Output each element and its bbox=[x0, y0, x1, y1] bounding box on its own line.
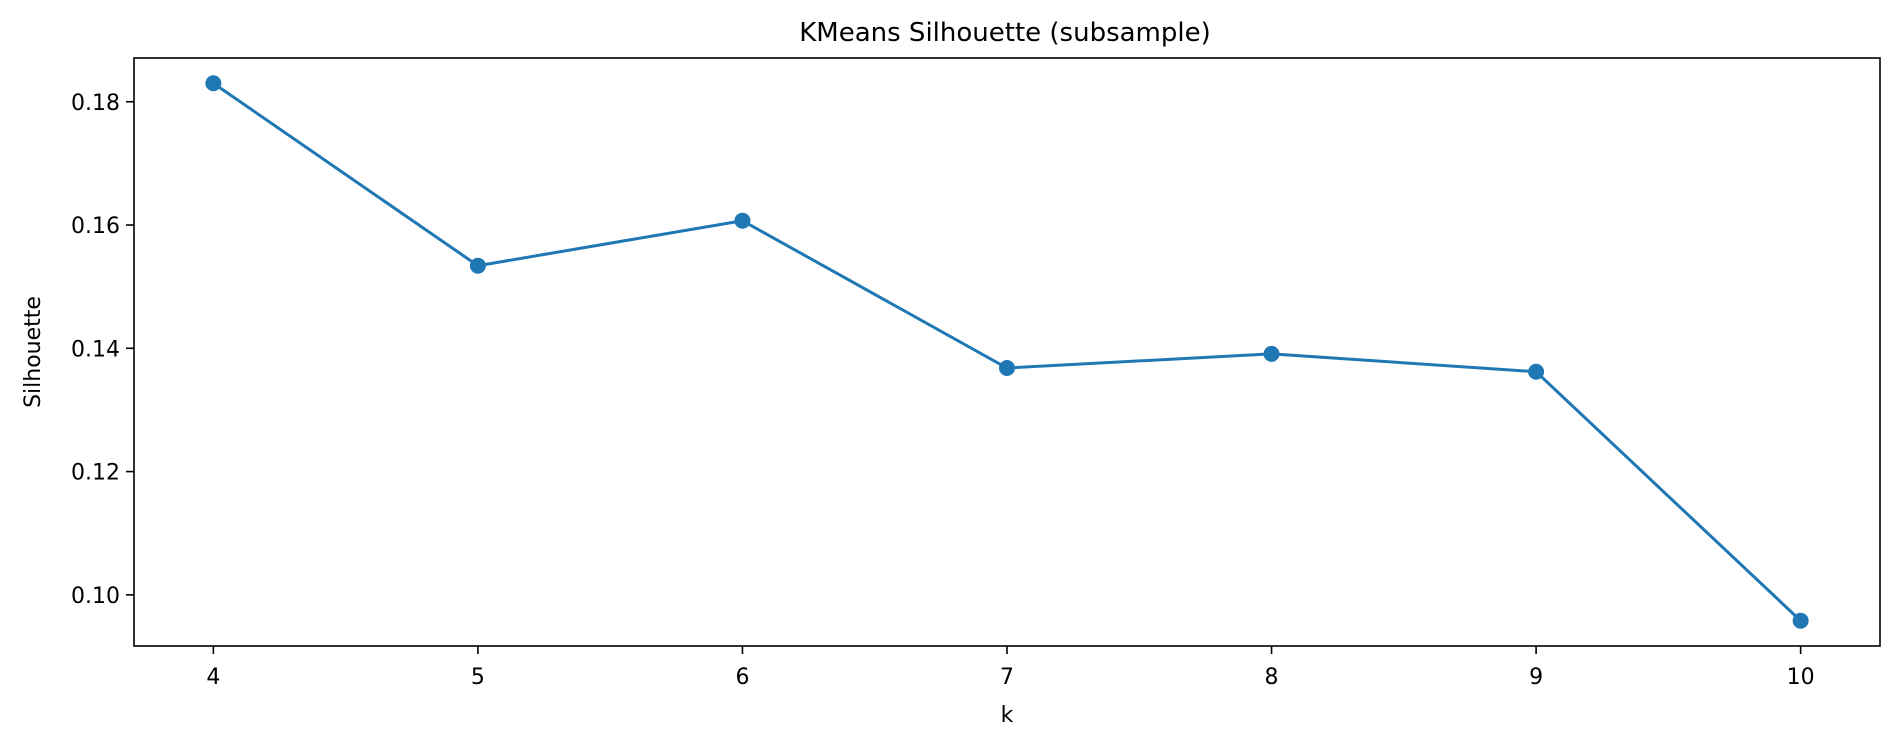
x-axis: 4 5 6 7 8 9 10 bbox=[206, 646, 1815, 690]
x-tick-label: 9 bbox=[1529, 665, 1543, 690]
data-point bbox=[469, 257, 486, 274]
y-tick-label: 0.16 bbox=[71, 214, 120, 239]
data-points bbox=[205, 75, 1809, 629]
y-tick-label: 0.18 bbox=[71, 91, 120, 116]
y-tick-label: 0.10 bbox=[71, 584, 120, 609]
data-point bbox=[205, 75, 222, 92]
data-point bbox=[999, 360, 1015, 377]
x-axis-label: k bbox=[1001, 703, 1014, 728]
x-tick-label: 4 bbox=[206, 665, 220, 690]
y-tick-label: 0.14 bbox=[71, 337, 120, 362]
chart-title: KMeans Silhouette (subsample) bbox=[799, 18, 1211, 48]
x-tick-label: 8 bbox=[1265, 665, 1279, 690]
x-tick-label: 5 bbox=[471, 665, 485, 690]
y-axis-label: Silhouette bbox=[21, 296, 46, 408]
y-axis: 0.10 0.12 0.14 0.16 0.18 bbox=[71, 91, 134, 609]
data-point bbox=[734, 212, 751, 229]
plot-area bbox=[134, 58, 1880, 646]
plot-frame bbox=[133, 57, 1881, 647]
data-point bbox=[1528, 363, 1545, 380]
data-point bbox=[1792, 612, 1809, 629]
y-tick-label: 0.12 bbox=[71, 461, 120, 486]
x-tick-label: 7 bbox=[1000, 665, 1014, 690]
data-point bbox=[1263, 345, 1280, 362]
x-tick-label: 10 bbox=[1787, 665, 1815, 690]
x-tick-label: 6 bbox=[735, 665, 749, 690]
